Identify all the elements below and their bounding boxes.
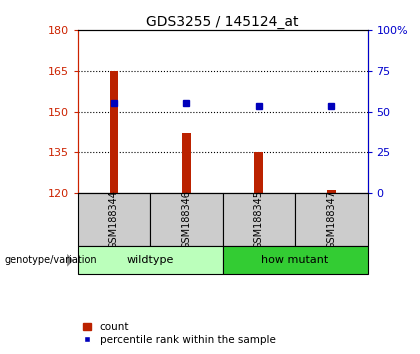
FancyBboxPatch shape [223, 246, 368, 274]
FancyBboxPatch shape [223, 193, 295, 246]
FancyBboxPatch shape [78, 246, 223, 274]
Text: GSM188346: GSM188346 [181, 190, 192, 249]
Bar [255, 152, 263, 193]
Bar [327, 190, 336, 193]
Bar [182, 133, 191, 193]
Legend: count, percentile rank within the sample: count, percentile rank within the sample [83, 322, 276, 345]
Title: GDS3255 / 145124_at: GDS3255 / 145124_at [146, 15, 299, 29]
FancyBboxPatch shape [295, 193, 368, 246]
Bar [110, 71, 118, 193]
FancyBboxPatch shape [78, 193, 150, 246]
Text: GSM188344: GSM188344 [109, 190, 119, 249]
FancyBboxPatch shape [150, 193, 223, 246]
Text: GSM188345: GSM188345 [254, 190, 264, 249]
Text: how mutant: how mutant [261, 255, 329, 265]
Text: wildtype: wildtype [126, 255, 174, 265]
Text: genotype/variation: genotype/variation [4, 255, 97, 265]
Text: GSM188347: GSM188347 [326, 190, 336, 249]
